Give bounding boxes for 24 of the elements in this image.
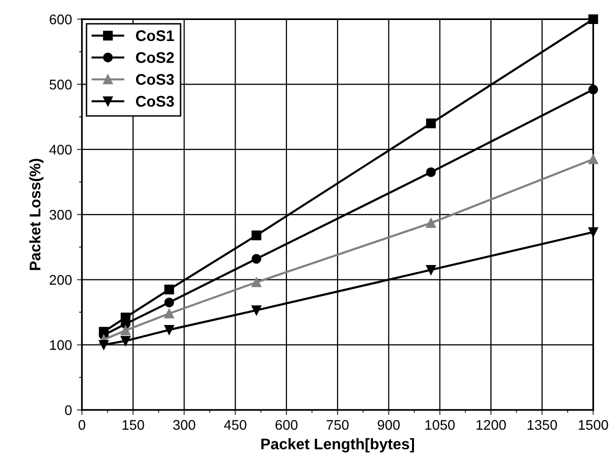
legend-label: CoS2 bbox=[136, 52, 174, 63]
y-tick-label: 400 bbox=[49, 144, 72, 155]
x-tick-label: 150 bbox=[122, 420, 144, 430]
x-tick-label: 300 bbox=[173, 420, 196, 430]
x-tick-label: 1500 bbox=[578, 420, 608, 430]
x-tick-label: 900 bbox=[378, 420, 400, 430]
legend-label: CoS3 bbox=[136, 74, 174, 85]
x-tick-label: 1350 bbox=[528, 420, 557, 430]
y-tick-label: 300 bbox=[50, 210, 72, 220]
y-tick-label: 200 bbox=[50, 275, 72, 285]
x-tick-label: 750 bbox=[326, 420, 349, 430]
y-tick-label: 500 bbox=[50, 80, 72, 90]
x-tick-label: 450 bbox=[224, 420, 246, 430]
legend-label: CoS3 bbox=[136, 96, 174, 107]
y-tick-label: 0 bbox=[65, 405, 72, 416]
x-tick-label: 0 bbox=[78, 420, 86, 430]
legend-label: CoS1 bbox=[136, 30, 174, 42]
y-tick-label: 100 bbox=[50, 340, 72, 350]
x-tick-label: 600 bbox=[276, 420, 298, 430]
y-axis-title: Packet Loss(%) bbox=[29, 158, 44, 270]
x-axis-title: Packet Length[bytes] bbox=[261, 438, 414, 452]
y-tick-label: 600 bbox=[50, 14, 72, 24]
x-tick-label: 1200 bbox=[476, 420, 506, 430]
x-tick-label: 1050 bbox=[425, 420, 455, 430]
